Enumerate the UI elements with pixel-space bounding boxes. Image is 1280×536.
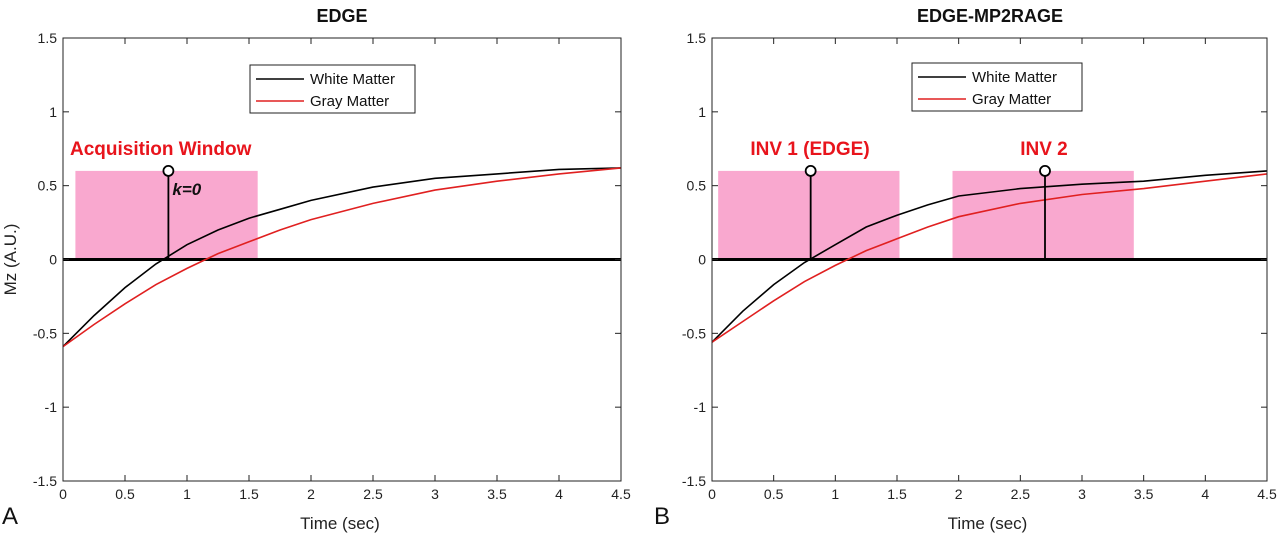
legend: White Matter Gray Matter [911, 62, 1083, 112]
x-tick-label: 4 [1201, 486, 1209, 502]
window-label-1: Acquisition Window [70, 139, 252, 160]
y-tick-label: 0 [49, 252, 57, 268]
y-tick-label: -1.5 [33, 473, 57, 489]
chart-title: EDGE [316, 6, 367, 26]
x-tick-label: 1.5 [887, 486, 907, 502]
k-center-marker-2 [1039, 164, 1051, 177]
y-axis-label: Mz (A.U.) [1, 224, 20, 296]
y-tick-label: 0 [698, 252, 706, 268]
x-tick-label: 2.5 [363, 486, 383, 502]
x-tick-label: 3 [1078, 486, 1086, 502]
x-tick-label: 4 [555, 486, 563, 502]
chart-panel-b: INV 1 (EDGE) INV 2 0 0.5 1 1.5 2 2.5 3 3.5 4 4.5 -1.… [654, 6, 1277, 533]
panel-label: B [654, 503, 670, 530]
x-tick-label: 3 [431, 486, 439, 502]
k-center-marker-1 [804, 164, 817, 177]
legend-box [249, 64, 416, 114]
y-tick-label: 1.5 [687, 30, 707, 46]
x-tick-label: 3.5 [487, 486, 507, 502]
series-line-white-matter [711, 170, 1268, 343]
series-line-gray-matter [711, 173, 1268, 343]
x-tick-label: 4.5 [611, 486, 631, 502]
y-tick-label: -0.5 [33, 325, 57, 341]
window-label-1: INV 1 (EDGE) [750, 139, 869, 160]
legend-label-gray-matter: Gray Matter [972, 91, 1051, 108]
x-tick-label: 1.5 [239, 486, 259, 502]
y-tick-label: 1.5 [38, 30, 58, 46]
acquisition-window-1 [718, 170, 900, 260]
k-center-marker-1 [162, 164, 175, 177]
x-tick-label: 1 [831, 486, 839, 502]
x-tick-label: 0.5 [115, 486, 135, 502]
y-tick-label: -1.5 [682, 473, 706, 489]
legend-box [911, 62, 1083, 112]
x-tick-label: 2 [955, 486, 963, 502]
acquisition-window-1 [75, 170, 258, 260]
y-tick-label: -1 [45, 399, 58, 415]
chart-title: EDGE-MP2RAGE [917, 6, 1063, 26]
acquisition-window-2 [952, 170, 1134, 260]
y-tick-label: -0.5 [682, 325, 706, 341]
window-label-2: INV 2 [1020, 139, 1068, 160]
x-tick-label: 3.5 [1134, 486, 1154, 502]
x-tick-label: 4.5 [1257, 486, 1277, 502]
y-tick-label: 0.5 [38, 178, 58, 194]
legend-label-white-matter: White Matter [310, 71, 395, 88]
series-line-white-matter [62, 167, 622, 348]
y-tick-label: 1 [698, 104, 706, 120]
y-tick-label: 1 [49, 104, 57, 120]
x-tick-label: 0 [59, 486, 67, 502]
x-tick-label: 2 [307, 486, 315, 502]
legend-label-gray-matter: Gray Matter [310, 93, 389, 110]
x-axis-label: Time (sec) [300, 514, 380, 533]
chart-panel-a: k=0 Acquisition Window 0 0.5 1 1.5 2 2.5 3 3.5 4 4.… [1, 6, 631, 533]
panel-label: A [2, 503, 18, 530]
series-line-gray-matter [62, 167, 622, 348]
y-tick-label: 0.5 [687, 178, 707, 194]
x-tick-label: 2.5 [1011, 486, 1031, 502]
legend-label-white-matter: White Matter [972, 69, 1057, 86]
x-tick-label: 1 [183, 486, 191, 502]
x-tick-label: 0 [708, 486, 716, 502]
x-axis-label: Time (sec) [948, 514, 1028, 533]
k-center-label: k=0 [172, 180, 201, 199]
legend: White Matter Gray Matter [249, 64, 416, 114]
x-tick-label: 0.5 [764, 486, 784, 502]
y-tick-label: -1 [694, 399, 707, 415]
